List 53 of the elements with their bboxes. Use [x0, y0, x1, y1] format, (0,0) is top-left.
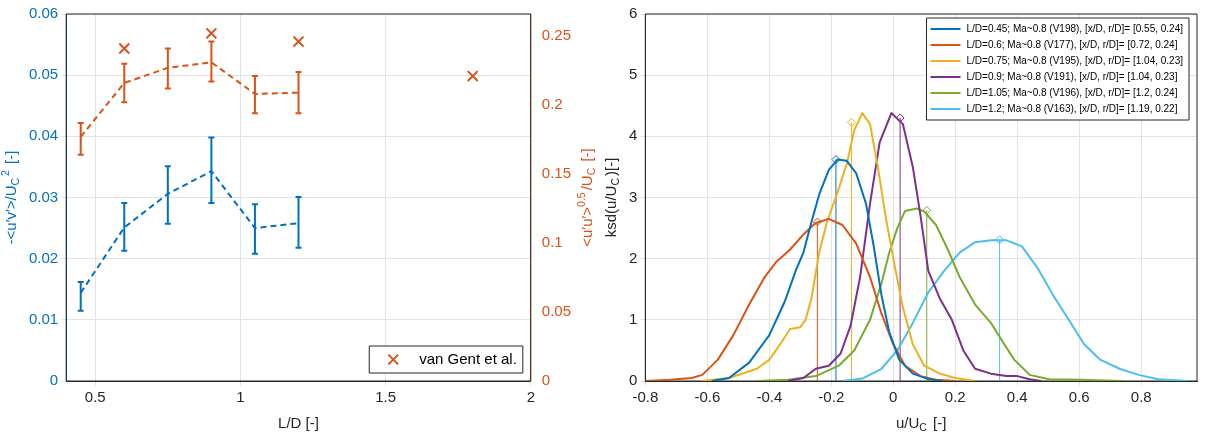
legend-label: L/D=0.6; Ma~0.8 (V177), [x/D, r/D]= [0.72, 0.24] [966, 38, 1178, 50]
x-tick-label: -0.2 [818, 388, 845, 406]
legend-label: van Gent et al. [419, 349, 517, 367]
point [995, 235, 1005, 245]
x-tick-label: 0.8 [1130, 388, 1152, 406]
x-tick-label: 0.4 [1006, 388, 1028, 406]
point [846, 117, 856, 127]
y-tick-label: 3 [629, 187, 638, 205]
x-tick-label: 1 [236, 388, 245, 406]
x-tick-label: -0.6 [694, 388, 721, 406]
y-tick-label: 0.05 [28, 65, 59, 83]
y2-axis-title: <u′u′>0.5/UC [-] [574, 148, 598, 247]
legend-label: L/D=0.45; Ma~0.8 (V198), [x/D, r/D]= [0.55, 0.24] [966, 22, 1184, 34]
y-tick-label: 0.01 [28, 309, 59, 327]
y-tick-label: 0.03 [28, 187, 59, 205]
legend-label: L/D=0.75; Ma~0.8 (V195), [x/D, r/D]= [1.04, 0.23] [966, 54, 1184, 66]
y-tick-label: 0.06 [28, 4, 59, 22]
y-tick-label: 1 [629, 309, 638, 327]
y2-tick-label: 0.1 [541, 233, 563, 251]
y-tick-label: 4 [629, 126, 638, 144]
point [922, 205, 932, 215]
y2-tick-label: 0.15 [541, 164, 572, 182]
y-tick-label: 0 [49, 371, 59, 389]
point [812, 217, 822, 227]
y-tick-label: 5 [629, 65, 638, 83]
y-tick-label: 6 [629, 4, 638, 22]
legend-label: L/D=1.05; Ma~0.8 (V196), [x/D, r/D]= [1.2, 0.24] [966, 86, 1178, 98]
y-tick-label: 2 [629, 248, 638, 266]
point [118, 42, 131, 55]
y-tick-label: 0 [629, 371, 638, 389]
x-tick-label: 0.6 [1068, 388, 1090, 406]
y2-tick-label: 0.05 [541, 302, 572, 320]
x-tick-label: 0.2 [944, 388, 966, 406]
y-tick-label: 0.02 [28, 248, 59, 266]
point [466, 70, 479, 83]
x-tick-label: 1.5 [375, 388, 397, 406]
x-axis-title: L/D [-] [278, 414, 319, 432]
y2-tick-label: 0 [541, 371, 551, 389]
point [205, 27, 218, 40]
legend-label: L/D=0.9; Ma~0.8 (V191), [x/D, r/D]= [1.04, 0.23] [966, 70, 1178, 82]
y2-tick-label: 0.25 [541, 26, 572, 44]
point [292, 35, 305, 48]
x-tick-label: 0 [889, 388, 898, 406]
y-axis-title: -<u′v′>/UC2 [-] [0, 150, 22, 245]
y-axis-title: ksd(u/UC)[-] [602, 157, 622, 238]
x-tick-label: -0.8 [632, 388, 659, 406]
legend-label: L/D=1.2; Ma~0.8 (V163), [x/D, r/D]= [1.19, 0.22] [966, 102, 1178, 114]
y2-tick-label: 0.2 [541, 95, 563, 113]
y-tick-label: 0.04 [28, 126, 59, 144]
point [831, 155, 841, 165]
x-tick-label: 0.5 [84, 388, 106, 406]
x-tick-label: -0.4 [756, 388, 783, 406]
x-tick-label: 2 [526, 388, 535, 406]
